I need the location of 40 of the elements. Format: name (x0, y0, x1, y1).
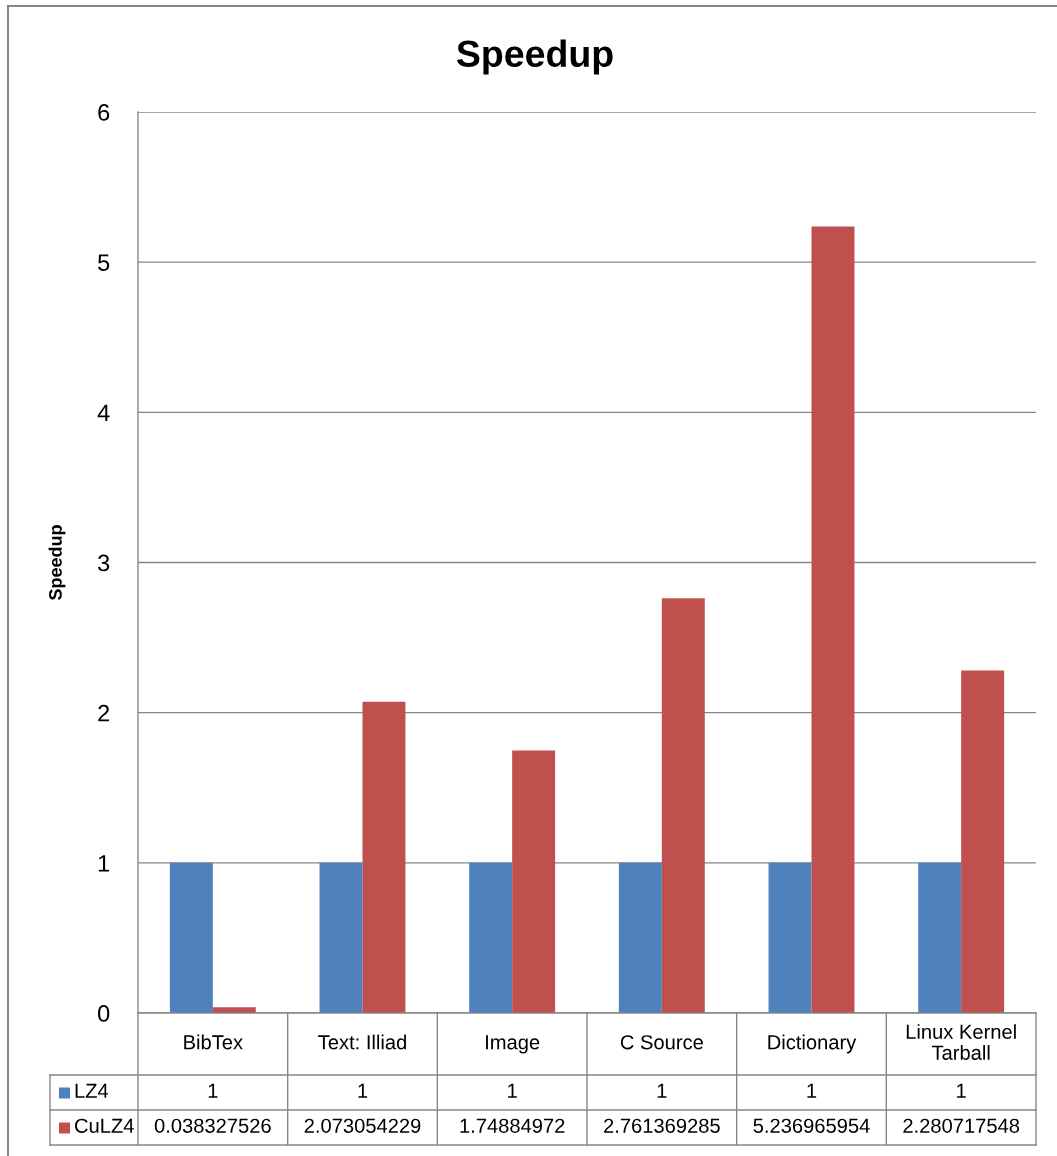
bar (512, 750, 556, 1013)
y-tick-label: 0 (98, 1005, 110, 1022)
bar (811, 226, 855, 1013)
y-axis-title: Speedup (48, 525, 66, 601)
x-tick-label: Text: Illiad (318, 1034, 406, 1050)
y-tick-label: 2 (98, 704, 110, 722)
chart-title: Speedup (456, 39, 613, 75)
data-label: 1 (657, 1083, 667, 1098)
data-label: 1 (957, 1083, 966, 1098)
x-tick-label: Linux Kernel Tarball (906, 1024, 1016, 1060)
bar (319, 862, 363, 1013)
data-label: 5.236965954 (753, 1118, 870, 1133)
data-label: 0.038327526 (154, 1118, 271, 1133)
bar (661, 598, 705, 1013)
bar (618, 862, 662, 1013)
data-label: 2.761369285 (604, 1118, 720, 1133)
x-tick-label: Dictionary (768, 1034, 857, 1054)
legend-label: CuLZ4 (75, 1118, 134, 1133)
bar (169, 862, 213, 1013)
data-label: 2.280717548 (903, 1118, 1020, 1133)
x-tick-label: Image (486, 1035, 540, 1054)
data-label: 1 (508, 1083, 517, 1098)
legend-label: LZ4 (75, 1083, 109, 1098)
data-label: 1 (807, 1083, 817, 1098)
y-tick-label: 5 (98, 254, 110, 271)
bar (961, 670, 1005, 1013)
bar (918, 862, 962, 1013)
y-tick-label: 3 (97, 554, 110, 572)
y-tick-label: 6 (98, 104, 110, 121)
y-tick-label: 1 (98, 855, 110, 872)
data-label: 1 (358, 1083, 368, 1098)
x-tick-label: BibTex (184, 1034, 243, 1050)
bar (768, 862, 812, 1013)
bar (362, 701, 406, 1013)
data-label: 2.073054229 (304, 1118, 421, 1133)
bar (469, 862, 513, 1013)
x-tick-label: C Source (620, 1035, 703, 1050)
data-label: 1 (208, 1083, 218, 1098)
data-label: 1.74884972 (460, 1118, 565, 1133)
y-tick-label: 4 (97, 404, 110, 421)
